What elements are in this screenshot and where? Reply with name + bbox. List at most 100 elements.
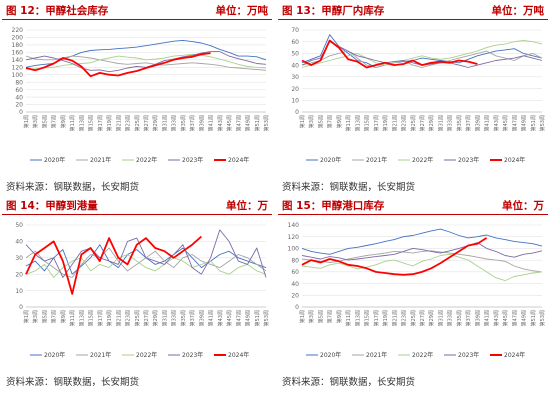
x-tick-label: 第17周 [373, 115, 380, 131]
x-tick-label: 第21周 [115, 310, 122, 326]
x-tick-label: 第39周 [474, 310, 481, 326]
x-tick-label: 第47周 [511, 310, 518, 326]
chart-unit: 单位：万 [226, 200, 268, 212]
y-tick-label: 10 [15, 288, 23, 295]
x-tick-label: 第31周 [161, 310, 168, 326]
y-tick-label: 100 [12, 72, 24, 79]
x-tick-label: 第1周 [23, 115, 30, 128]
y-tick-label: 200 [12, 35, 24, 42]
chart-title: 图 12：甲醇社会库存 [6, 5, 109, 17]
x-tick-label: 第19周 [106, 310, 113, 326]
x-tick-label: 第33周 [171, 115, 178, 131]
x-tick-label: 第53周 [539, 115, 546, 131]
y-tick-label: 100 [288, 246, 300, 253]
x-tick-label: 第35周 [180, 115, 187, 131]
x-tick-label: 第35周 [456, 310, 463, 326]
legend-label: 2021年 [366, 351, 387, 359]
y-tick-label: 40 [15, 94, 23, 101]
x-tick-label: 第7周 [51, 310, 58, 323]
y-tick-label: 140 [288, 222, 300, 229]
x-tick-label: 第47周 [235, 310, 242, 326]
series-line-2022年 [25, 53, 267, 70]
source-note: 资料来源：钢联数据，长安期货 [6, 182, 140, 193]
x-tick-label: 第31周 [437, 310, 444, 326]
chart-title: 图 14：甲醇到港量 [6, 200, 98, 212]
x-tick-label: 第21周 [115, 115, 122, 131]
x-tick-label: 第7周 [327, 115, 334, 128]
legend-label: 2024年 [504, 351, 525, 359]
x-tick-label: 第51周 [254, 115, 261, 131]
y-tick-label: 160 [12, 50, 24, 57]
x-tick-label: 第23周 [125, 310, 132, 326]
x-tick-label: 第13周 [354, 310, 361, 326]
series-line-2020年 [301, 228, 543, 255]
series-line-2020年 [301, 34, 543, 68]
legend-label: 2022年 [412, 156, 433, 164]
y-tick-label: 60 [291, 39, 299, 46]
x-tick-label: 第1周 [299, 115, 306, 128]
legend-label: 2023年 [458, 351, 479, 359]
x-tick-label: 第53周 [539, 310, 546, 326]
x-tick-label: 第23周 [125, 115, 132, 131]
panel-header: 图 13：甲醇厂内库存 单位：万吨 [278, 2, 548, 20]
y-tick-label: 60 [291, 269, 299, 276]
series-line-2024年 [301, 39, 478, 69]
x-tick-label: 第9周 [60, 310, 67, 323]
series-line-2022年 [301, 40, 543, 68]
chart-title: 图 13：甲醇厂内库存 [282, 5, 385, 17]
x-tick-label: 第29周 [428, 115, 435, 131]
y-tick-label: 40 [291, 281, 299, 288]
x-tick-label: 第29周 [152, 115, 159, 131]
x-tick-label: 第5周 [317, 310, 324, 323]
x-tick-label: 第3周 [32, 310, 39, 323]
x-tick-label: 第47周 [235, 115, 242, 131]
chart-unit: 单位：万吨 [215, 5, 269, 17]
legend-label: 2022年 [412, 351, 433, 359]
y-tick-label: 0 [295, 109, 299, 116]
x-tick-label: 第25周 [410, 310, 417, 326]
y-tick-label: 60 [15, 87, 23, 94]
legend-label: 2020年 [320, 156, 341, 164]
x-tick-label: 第51周 [530, 115, 537, 131]
x-tick-label: 第11周 [69, 310, 76, 326]
line-chart: 0 20 40 60 80 100 120 140 第1周 第3周 第5周 第7周 第9周 第11周 第13… [288, 222, 546, 359]
chart-unit: 单位：万 [502, 200, 544, 212]
y-tick-label: 50 [291, 51, 299, 58]
x-tick-label: 第13周 [78, 310, 85, 326]
y-tick-label: 70 [291, 27, 299, 34]
x-tick-label: 第19周 [106, 115, 113, 131]
y-tick-label: 140 [12, 57, 24, 64]
source-note: 资料来源：钢联数据，长安期货 [6, 377, 140, 388]
y-tick-label: 0 [19, 109, 23, 116]
x-tick-label: 第11周 [345, 115, 352, 131]
legend-label: 2022年 [136, 156, 157, 164]
chart-unit: 单位：万吨 [491, 5, 545, 17]
x-tick-label: 第45周 [502, 310, 509, 326]
y-tick-label: 120 [12, 64, 24, 71]
series-line-2024年 [301, 237, 488, 276]
source-note: 资料来源：钢联数据，长安期货 [282, 182, 416, 193]
x-tick-label: 第37周 [465, 310, 472, 326]
x-tick-label: 第43周 [217, 310, 224, 326]
x-tick-label: 第37周 [465, 115, 472, 131]
x-tick-label: 第9周 [60, 115, 67, 128]
series-line-2024年 [25, 52, 211, 78]
source-note: 资料来源：钢联数据，长安期货 [282, 377, 416, 388]
x-tick-label: 第47周 [511, 115, 518, 131]
x-tick-label: 第53周 [263, 310, 270, 326]
legend-label: 2024年 [228, 351, 249, 359]
series-line-2024年 [25, 235, 202, 295]
legend-label: 2024年 [504, 156, 525, 164]
series-line-2020年 [25, 39, 267, 68]
x-tick-label: 第41周 [208, 310, 215, 326]
legend-label: 2020年 [44, 156, 65, 164]
x-tick-label: 第5周 [41, 310, 48, 323]
x-tick-label: 第43周 [493, 115, 500, 131]
x-tick-label: 第37周 [189, 310, 196, 326]
series-line-2021年 [25, 55, 267, 71]
legend-label: 2021年 [90, 156, 111, 164]
x-tick-label: 第21周 [391, 115, 398, 131]
x-tick-label: 第25周 [134, 115, 141, 131]
x-tick-label: 第21周 [391, 310, 398, 326]
